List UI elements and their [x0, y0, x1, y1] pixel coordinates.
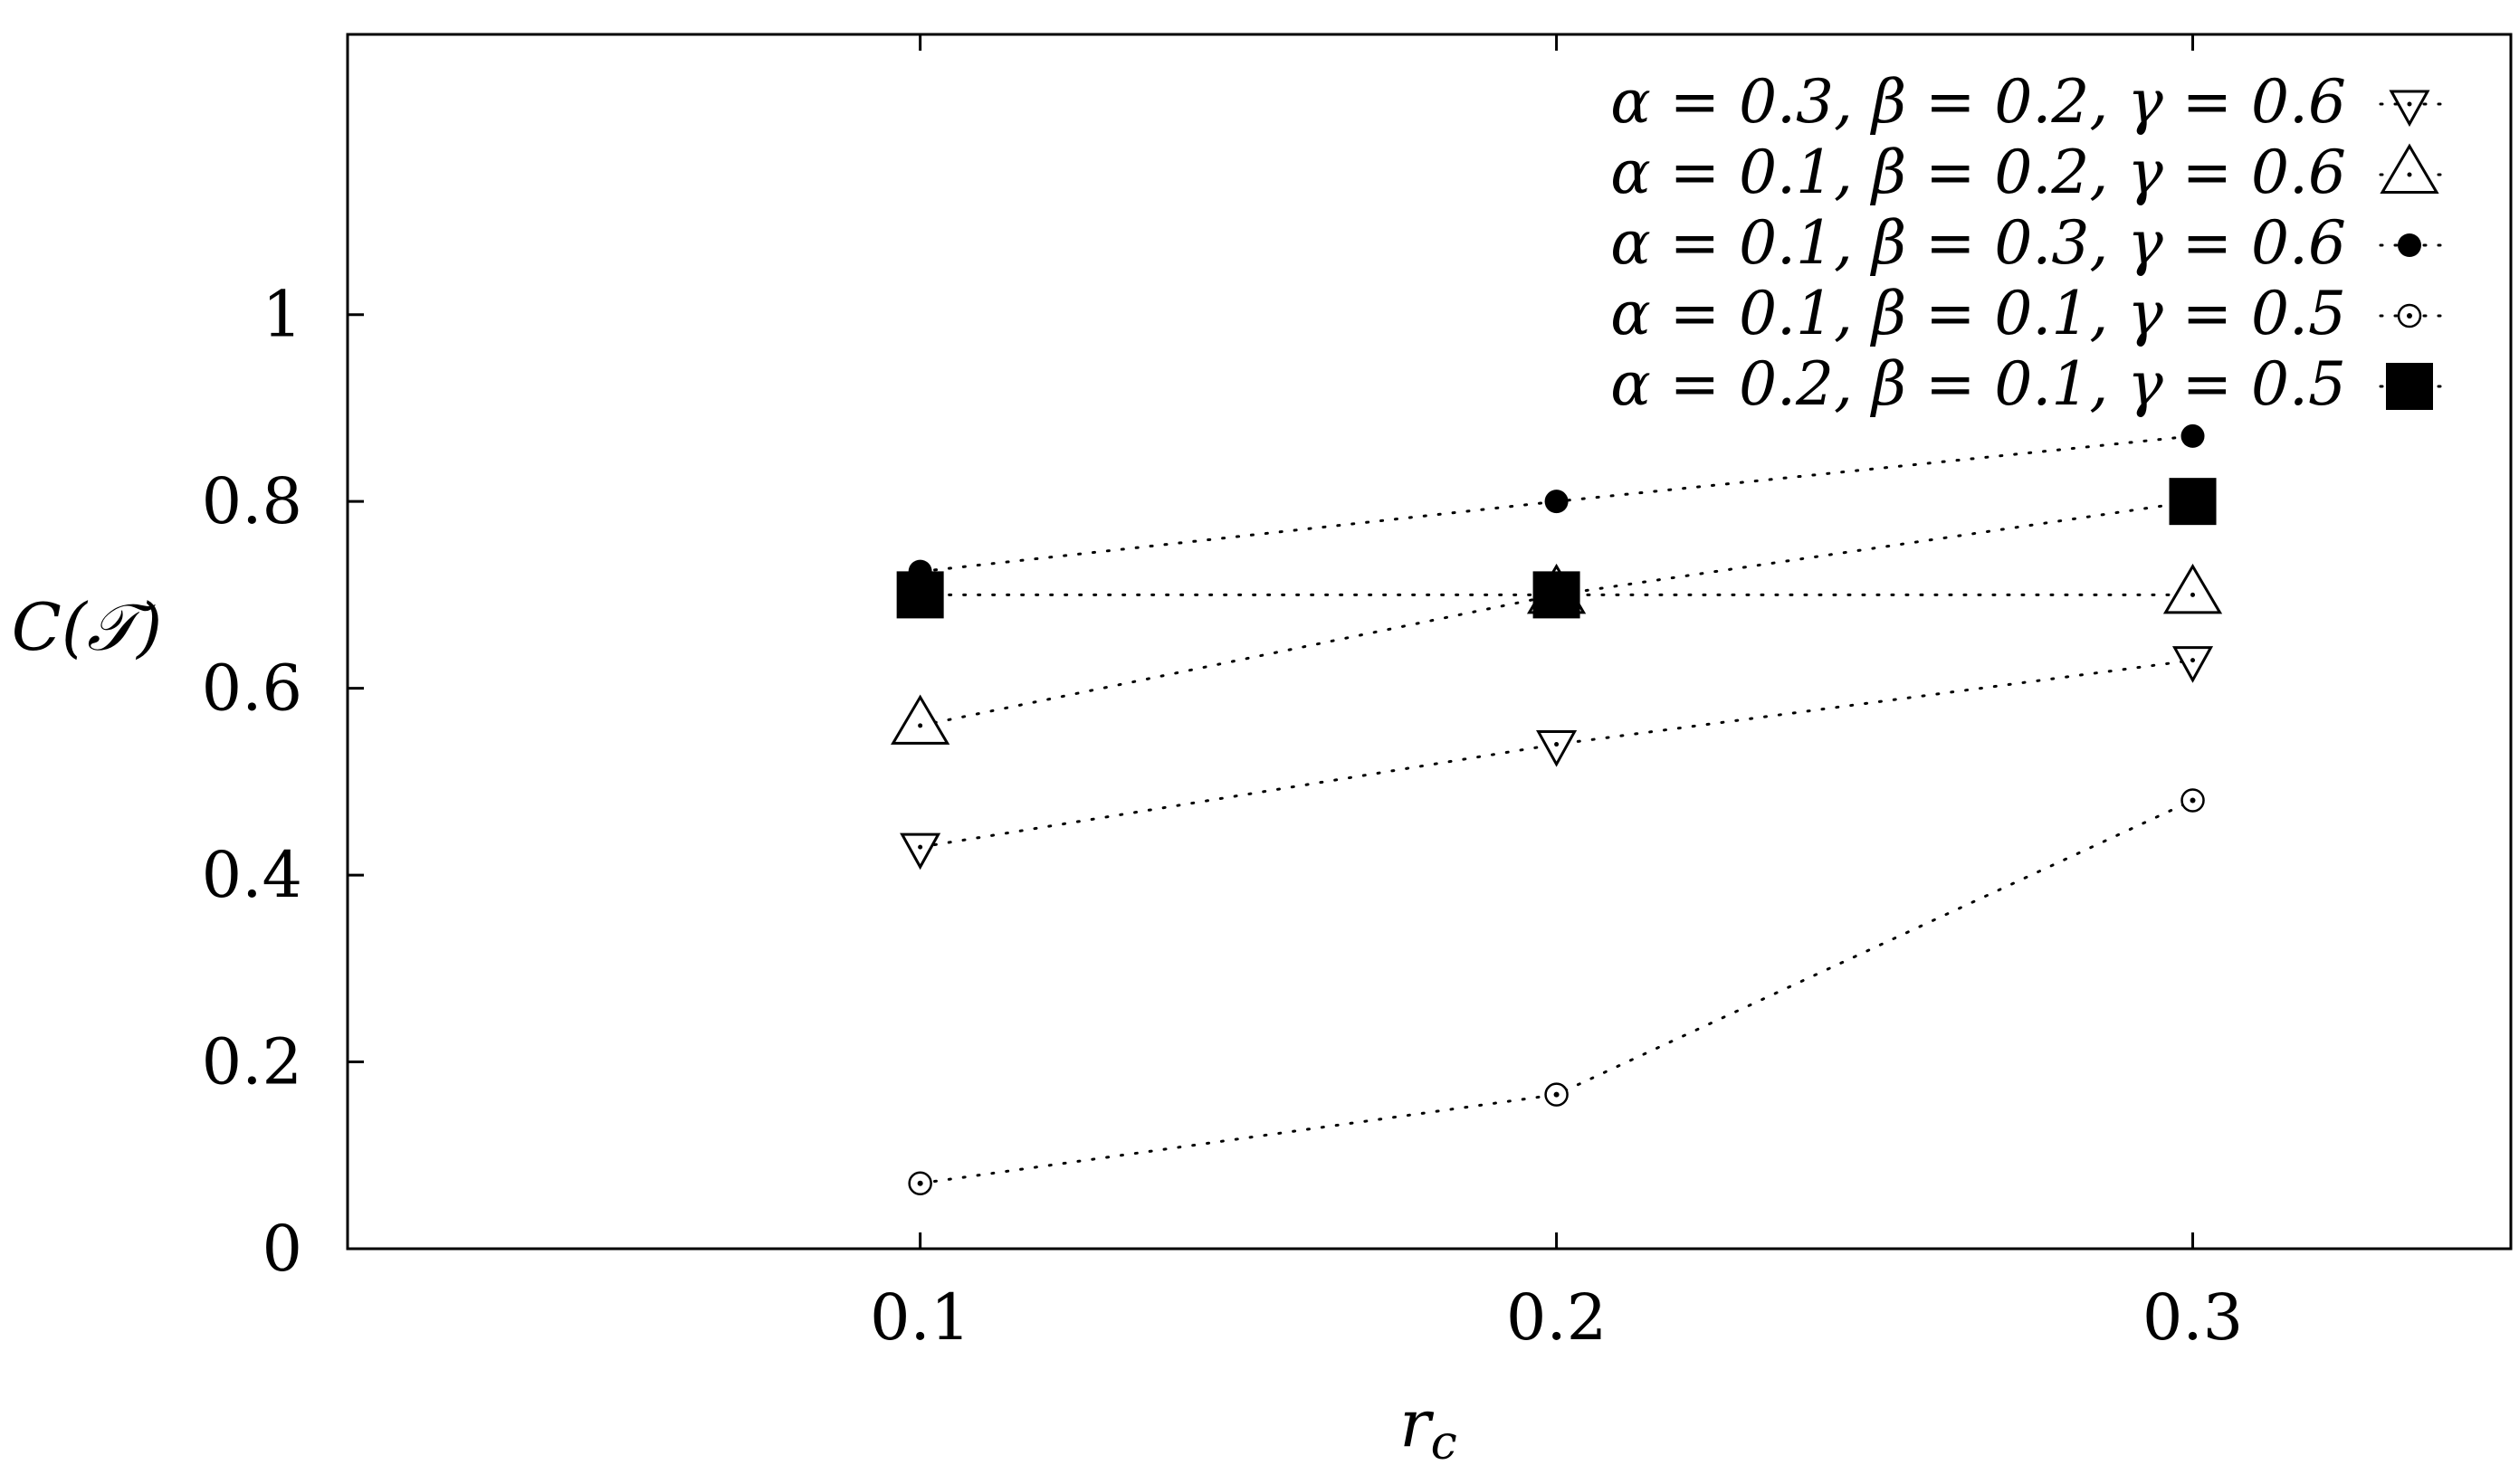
data-point-series-5 — [2169, 478, 2217, 526]
data-point-series-5 — [896, 571, 944, 619]
marker-center-dot — [2190, 797, 2196, 804]
marker-shape — [2169, 478, 2217, 526]
marker-center-dot — [917, 1180, 923, 1186]
legend-entry: α = 0.2, β = 0.1, γ = 0.5 — [1610, 349, 2453, 419]
y-tick-label: 0.2 — [202, 1025, 302, 1099]
y-tick-label: 0.8 — [202, 464, 302, 538]
marker-shape — [2386, 363, 2433, 410]
series-line-4 — [919, 798, 2195, 1185]
data-point-series-2 — [891, 694, 950, 745]
series-line-1 — [919, 659, 2195, 849]
y-tick-label: 0.6 — [202, 652, 302, 726]
legend-marker — [2380, 143, 2439, 194]
marker-shape — [1544, 490, 1569, 514]
legend-marker — [2389, 90, 2430, 128]
y-tick-label: 0 — [262, 1212, 302, 1286]
x-tick-label: 0.3 — [2142, 1280, 2243, 1355]
marker-shape — [2380, 143, 2439, 194]
marker-shape — [1536, 730, 1578, 767]
marker-center-dot — [2407, 172, 2412, 177]
data-point-series-4 — [1544, 1082, 1569, 1107]
marker-shape — [896, 571, 944, 619]
marker-shape — [2389, 90, 2430, 128]
x-tick-label: 0.1 — [870, 1280, 970, 1355]
legend-label: α = 0.1, β = 0.3, γ = 0.6 — [1610, 208, 2346, 278]
data-point-series-2 — [2162, 563, 2223, 614]
axes-layer: 0.1 0.2 0.3 0 0.2 0.4 0.6 0.8 1 — [202, 33, 2513, 1355]
marker-shape — [2180, 423, 2205, 448]
marker-center-dot — [2190, 592, 2196, 597]
legend-label: α = 0.1, β = 0.2, γ = 0.6 — [1610, 138, 2346, 207]
legend-entry: α = 0.1, β = 0.3, γ = 0.6 — [1610, 208, 2453, 278]
legend: α = 0.3, β = 0.2, γ = 0.6α = 0.1, β = 0.… — [1610, 67, 2453, 419]
marker-shape — [1532, 571, 1580, 619]
data-point-series-1 — [900, 832, 941, 870]
x-axis-title-subscript: c — [1431, 1416, 1457, 1470]
marker-center-dot — [918, 723, 923, 728]
data-point-series-1 — [2171, 646, 2214, 683]
marker-shape — [891, 694, 950, 745]
legend-label: α = 0.1, β = 0.1, γ = 0.5 — [1610, 279, 2346, 348]
marker-shape — [2171, 646, 2214, 683]
marker-center-dot — [2407, 313, 2412, 319]
data-point-series-3 — [2180, 423, 2205, 448]
legend-marker — [2398, 233, 2421, 257]
y-axis-title: C(𝒯) — [12, 589, 162, 665]
marker-center-dot — [2407, 101, 2412, 107]
series-lines-layer — [919, 434, 2195, 1185]
marker-shape — [2398, 233, 2421, 257]
legend-marker — [2397, 303, 2422, 328]
y-tick-label: 1 — [262, 278, 302, 352]
plot-frame — [346, 33, 2513, 1251]
data-point-series-5 — [1532, 571, 1580, 619]
data-point-series-3 — [1544, 490, 1569, 514]
data-point-series-1 — [1536, 730, 1578, 767]
series-line-2 — [919, 593, 2195, 728]
x-axis-title: rc — [1399, 1385, 1457, 1470]
marker-shape — [900, 832, 941, 870]
legend-entry: α = 0.3, β = 0.2, γ = 0.6 — [1610, 67, 2453, 137]
legend-label: α = 0.3, β = 0.2, γ = 0.6 — [1610, 67, 2346, 137]
marker-center-dot — [1554, 742, 1560, 747]
legend-entry: α = 0.1, β = 0.1, γ = 0.5 — [1610, 279, 2453, 348]
legend-label: α = 0.2, β = 0.1, γ = 0.5 — [1610, 349, 2346, 419]
data-point-series-4 — [908, 1171, 932, 1195]
marker-center-dot — [918, 844, 923, 850]
legend-entry: α = 0.1, β = 0.2, γ = 0.6 — [1610, 138, 2453, 207]
x-tick-label: 0.2 — [1506, 1280, 1607, 1355]
legend-marker — [2386, 363, 2433, 410]
y-tick-label: 0.4 — [202, 838, 302, 912]
marker-shape — [2162, 563, 2223, 614]
data-point-series-4 — [2180, 788, 2205, 813]
marker-center-dot — [1553, 1091, 1560, 1098]
marker-center-dot — [2190, 658, 2196, 663]
markers-layer — [891, 423, 2223, 1195]
